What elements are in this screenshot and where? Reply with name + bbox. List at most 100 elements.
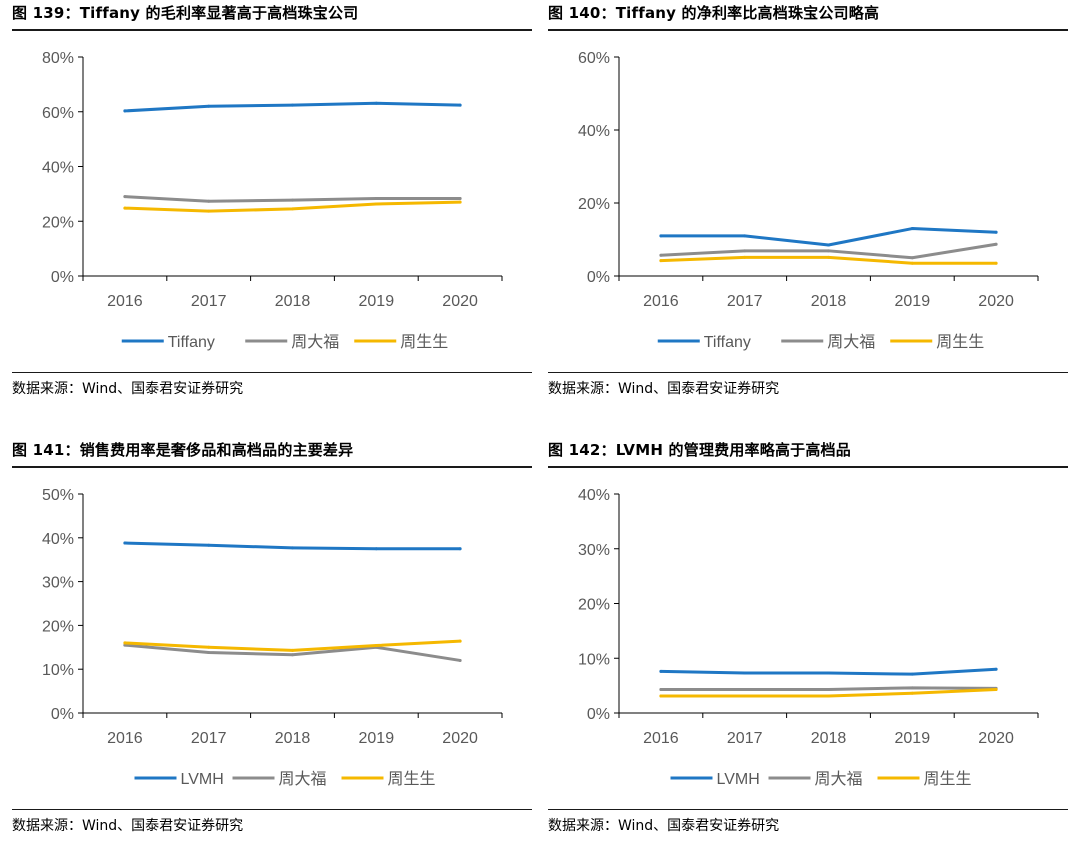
data-point [123,109,127,113]
chart-panel-142: 图 142：LVMH 的管理费用率略高于高档品 0% 10% 20% 30% 40% 20… [548,439,1068,847]
y-tick-label: 20% [42,214,74,231]
x-tick-label: 2019 [895,730,931,747]
data-point [994,230,998,234]
x-tick-label: 2016 [107,293,143,310]
data-point [291,103,294,107]
data-point [458,200,462,204]
chart-title: 图 139：Tiffany 的毛利率显著高于高档珠宝公司 [12,4,359,22]
chart-panel-139: 图 139：Tiffany 的毛利率显著高于高档珠宝公司 0% 20% 40% 60%… [12,2,532,410]
legend-item: 周生生 [877,770,972,788]
data-point [994,242,998,246]
x-tick-label: 2019 [359,730,395,747]
data-point [994,667,998,671]
data-point [827,255,830,259]
legend-item: 周大福 [768,770,863,788]
legend-label: 周生生 [400,333,448,351]
data-point [659,687,663,691]
legend-label: 周大福 [291,333,339,351]
legend-label: 周生生 [936,333,984,351]
y-tick-label: 20% [578,196,610,213]
data-point [910,686,914,690]
data-point [994,261,998,265]
y-tick-label: 30% [578,542,610,559]
data-point [291,207,294,211]
legend-item: 周生生 [354,333,448,351]
data-point [659,669,663,673]
data-point [207,543,211,547]
data-point [123,541,127,545]
y-tick-label: 40% [42,160,74,177]
data-point [910,227,914,231]
y-tick-label: 0% [51,706,74,723]
data-point [743,671,747,675]
x-tick-label: 2020 [442,293,478,310]
series-line-0 [659,227,998,247]
data-point [458,197,462,201]
chart-title: 图 140：Tiffany 的净利率比高档珠宝公司略高 [548,4,880,22]
data-point [659,253,663,257]
data-point [291,653,294,657]
title-divider [548,29,1068,31]
data-point [910,256,914,260]
data-point [458,639,462,643]
y-tick-label: 40% [578,123,610,140]
data-point [458,547,462,551]
data-point [291,648,294,652]
data-point [743,249,747,253]
chart-source: 数据来源：Wind、国泰君安证券研究 [548,381,780,397]
data-point [207,651,211,655]
title-divider [12,466,532,468]
y-tick-label: 60% [42,105,74,122]
data-point [123,641,127,645]
data-point [827,243,830,247]
data-point [374,202,378,206]
legend-item: 周生生 [341,770,436,788]
data-point [910,691,914,695]
x-tick-label: 2017 [191,730,227,747]
data-point [659,259,663,263]
x-tick-label: 2019 [895,293,931,310]
data-point [743,687,747,691]
title-divider [548,466,1068,468]
source-divider [12,809,532,810]
data-point [374,101,378,105]
x-tick-label: 2016 [643,730,679,747]
data-point [910,261,914,265]
legend-label: 周生生 [924,770,972,788]
data-point [743,694,747,698]
data-point [291,198,294,202]
data-point [910,672,914,676]
line-chart: 0% 10% 20% 30% 40% 2016 2017 2018 2019 2020 LVMH 周大… [578,487,1039,788]
y-tick-label: 60% [578,50,610,67]
chart-source: 数据来源：Wind、国泰君安证券研究 [548,818,780,834]
y-tick-label: 0% [587,269,610,286]
legend-label: LVMH [181,771,224,788]
legend-label: 周大福 [815,770,863,788]
chart-source: 数据来源：Wind、国泰君安证券研究 [12,818,244,834]
y-tick-label: 40% [42,531,74,548]
y-tick-label: 40% [578,487,610,504]
y-tick-label: 50% [42,487,74,504]
legend-item: 周大福 [245,333,339,351]
data-point [827,671,830,675]
data-point [374,197,378,201]
data-point [827,687,830,691]
data-point [291,546,294,550]
data-point [207,199,211,203]
chart-title: 图 142：LVMH 的管理费用率略高于高档品 [548,441,851,459]
chart-panel-141: 图 141：销售费用率是奢侈品和高档品的主要差异 0% 10% 20% 30% 40% 5… [12,439,532,847]
series-line-1 [123,643,462,662]
x-tick-label: 2020 [442,730,478,747]
x-tick-label: 2016 [107,730,143,747]
legend-item: LVMH [670,771,760,788]
y-tick-label: 80% [42,50,74,67]
chart-source: 数据来源：Wind、国泰君安证券研究 [12,381,244,397]
y-tick-label: 30% [42,575,74,592]
data-point [123,195,127,199]
x-tick-label: 2019 [359,293,395,310]
data-point [458,658,462,662]
x-tick-label: 2018 [811,293,847,310]
legend-item: 周生生 [890,333,984,351]
legend-label: Tiffany [704,334,751,351]
data-point [827,694,830,698]
